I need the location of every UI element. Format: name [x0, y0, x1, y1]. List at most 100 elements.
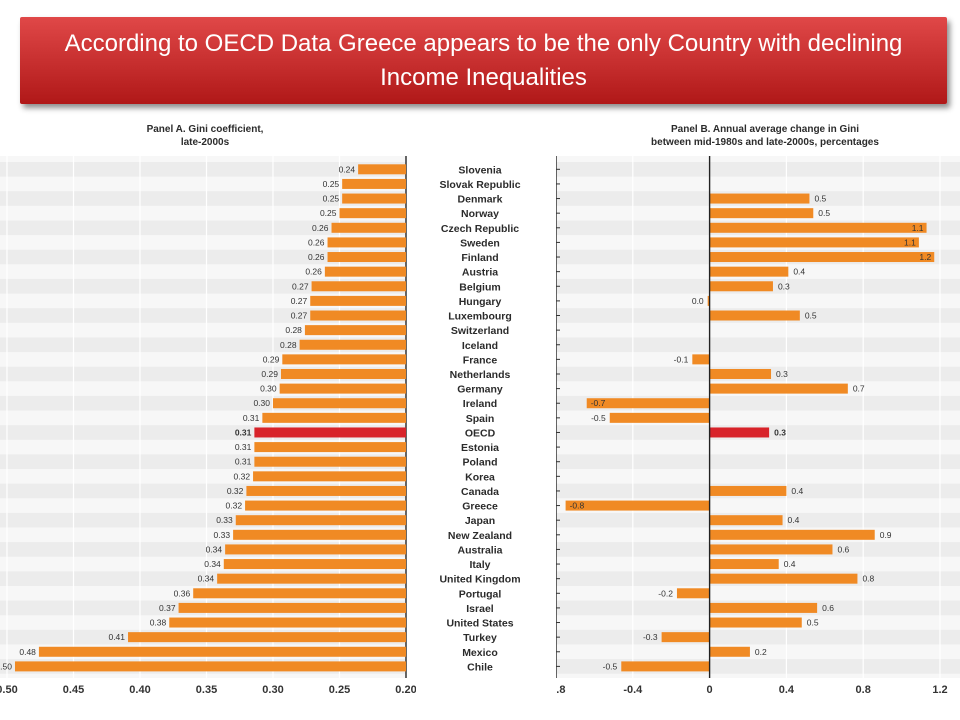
panel-b-value-label: -0.5	[603, 661, 618, 671]
panel-b-row-band	[556, 454, 960, 470]
panel-b-value-label: 0.2	[755, 647, 767, 657]
panel-a-value-label: 0.28	[285, 325, 302, 335]
country-label-new-zealand: New Zealand	[448, 530, 512, 542]
country-label-germany: Germany	[457, 384, 503, 396]
panel-a-bar-hungary	[310, 295, 406, 306]
country-label-mexico: Mexico	[462, 647, 498, 659]
country-label-israel: Israel	[466, 603, 494, 615]
banner-title: According to OECD Data Greece appears to…	[64, 29, 903, 91]
panel-a-value-label: 0.26	[305, 267, 322, 277]
panel-a-bar-finland	[327, 252, 406, 263]
panel-b-bar-hungary	[707, 295, 710, 306]
panel-b-x-tick-label: 0.4	[779, 684, 795, 696]
panel-b-bar-germany	[709, 383, 848, 394]
panel-a-bar-france	[282, 354, 406, 365]
panel-b-row-band	[556, 337, 960, 353]
panel-a-value-label: 0.48	[19, 647, 36, 657]
panel-b-bar-netherlands	[709, 368, 772, 379]
panel-a-x-tick-label: 0.35	[196, 684, 217, 696]
panel-b-value-label: 0.8	[862, 574, 874, 584]
panel-b-bar-canada	[709, 485, 787, 496]
panel-a-bar-czech-republic	[331, 222, 406, 233]
panel-a-value-label: 0.41	[108, 632, 125, 642]
panel-b-value-label: 0.5	[807, 618, 819, 628]
country-name-list: Slovenia Slovak Republic Denmark Norway Czec…	[439, 164, 520, 673]
country-label-chile: Chile	[467, 661, 493, 673]
panel-b-bar-greece	[565, 500, 710, 511]
panel-a-bar-united-kingdom	[217, 573, 406, 584]
panel-a-bar-oecd	[254, 427, 406, 438]
panel-b-x-tick-label: 0	[707, 684, 713, 696]
panel-b-x-tick-label: -0.4	[623, 684, 643, 696]
country-label-estonia: Estonia	[461, 442, 499, 454]
panel-a-row-band	[0, 220, 406, 236]
panel-b-bar-portugal	[676, 588, 710, 599]
panel-b-bar-sweden	[709, 237, 919, 248]
panel-b-bar-norway	[709, 208, 814, 219]
panel-a-value-label: 0.27	[291, 296, 308, 306]
panel-a-bar-korea	[253, 471, 406, 482]
panel-a-value-label: 0.30	[253, 398, 270, 408]
panel-a-x-tick-label: 0.30	[262, 684, 283, 696]
panel-a-value-label: 0.31	[235, 457, 252, 467]
panel-b-bar-mexico	[709, 646, 750, 657]
panel-a-bar-italy	[223, 559, 406, 570]
panel-a-value-label: 0.31	[235, 427, 252, 437]
panel-b-bar-czech-republic	[709, 222, 927, 233]
panel-a-value-label: 0.32	[234, 471, 251, 481]
panel-a-value-label: 0.37	[159, 603, 176, 613]
panel-a-value-label: 0.27	[291, 311, 308, 321]
panel-b-bar-australia	[709, 544, 833, 555]
panel-a-x-tick-label: 0.45	[63, 684, 84, 696]
panel-b-value-label: 0.0	[692, 296, 704, 306]
panel-a-bar-sweden	[327, 237, 406, 248]
panel-a-bar-norway	[339, 208, 406, 219]
country-label-iceland: Iceland	[462, 340, 498, 352]
country-label-slovak-republic: Slovak Republic	[439, 179, 520, 191]
panel-a-value-label: 0.34	[204, 559, 221, 569]
panel-b-value-label: 0.6	[822, 603, 834, 613]
panel-a-bar-poland	[254, 456, 406, 467]
panel-a-bar-germany	[279, 383, 406, 394]
panel-a-bar-slovenia	[358, 164, 406, 175]
panel-b-bar-ireland	[586, 398, 710, 409]
panel-a-chart: 0.50 0.45 0.40 0.35 0.30 0.25 0.20 0.24 0.25 0.25…	[0, 156, 416, 696]
panel-b-value-label: 0.7	[853, 384, 865, 394]
panel-a-value-label: 0.33	[216, 515, 233, 525]
country-label-czech-republic: Czech Republic	[441, 223, 519, 235]
panel-a-row-band	[0, 308, 406, 323]
country-label-austria: Austria	[462, 267, 498, 279]
country-label-switzerland: Switzerland	[451, 325, 509, 337]
panel-a-value-label: 0.34	[198, 574, 215, 584]
panel-b-row-band	[556, 629, 960, 645]
panel-b-value-label: 0.4	[784, 559, 796, 569]
country-label-spain: Spain	[466, 413, 495, 425]
panel-b-value-label: 0.3	[776, 369, 788, 379]
panel-a-value-label: 0.33	[214, 530, 231, 540]
panel-a-bar-spain	[262, 412, 406, 423]
panel-a-bar-mexico	[38, 646, 407, 657]
panel-a-row-band	[0, 249, 406, 265]
panel-a-value-label: 0.32	[227, 486, 244, 496]
country-label-slovenia: Slovenia	[458, 164, 501, 176]
panel-a-bar-switzerland	[304, 325, 406, 336]
panel-a-value-label: 0.29	[261, 369, 278, 379]
panel-a-value-label: 0.28	[280, 340, 297, 350]
panel-b-bar-chile	[621, 661, 710, 672]
country-label-united-kingdom: United Kingdom	[439, 574, 520, 586]
panel-a-value-label: 0.50	[0, 661, 12, 671]
panel-b-value-label: -0.5	[591, 413, 606, 423]
panel-a-bar-austria	[324, 266, 406, 277]
panel-a-bar-japan	[235, 515, 406, 526]
country-label-portugal: Portugal	[459, 588, 502, 600]
panel-a-row-band	[0, 278, 406, 294]
panel-b-bar-italy	[709, 559, 779, 570]
panel-b-x-tick-label: 1.2	[932, 684, 947, 696]
panel-b-bar-spain	[609, 412, 710, 423]
panel-b-bar-turkey	[661, 632, 710, 643]
panel-a-value-label: 0.26	[308, 252, 325, 262]
country-label-ireland: Ireland	[463, 398, 497, 410]
country-label-korea: Korea	[465, 471, 495, 483]
country-label-greece: Greece	[462, 501, 498, 513]
panel-a-value-label: 0.38	[150, 618, 167, 628]
